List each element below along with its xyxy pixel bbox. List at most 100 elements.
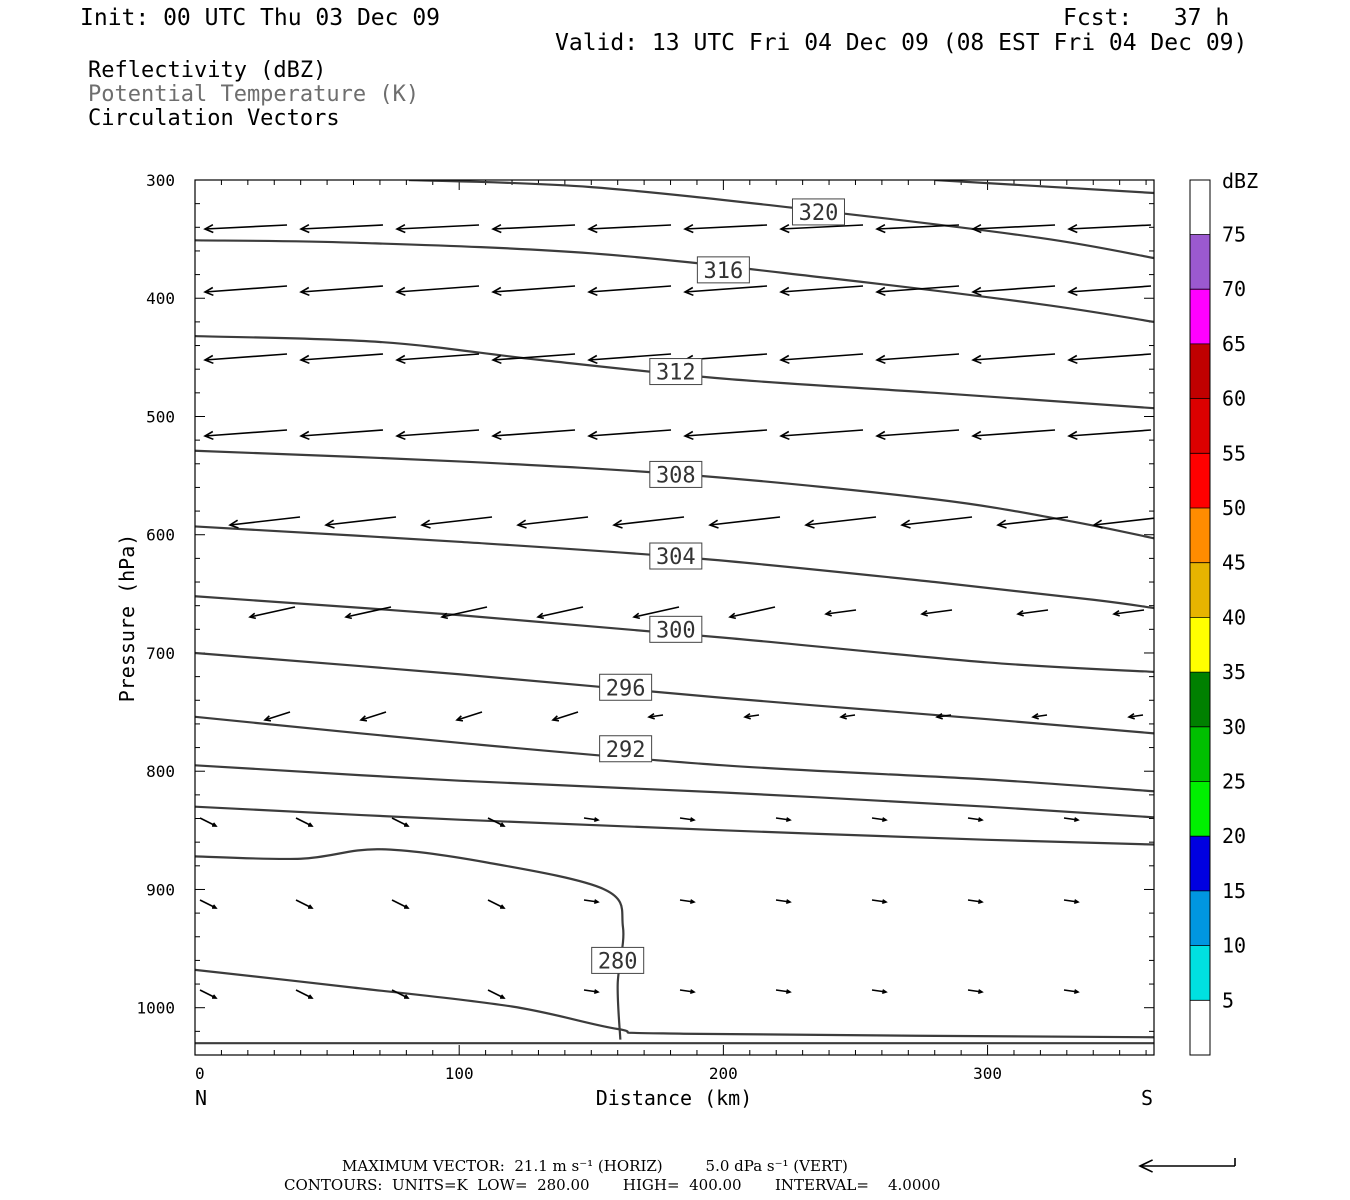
theta-contour [195, 239, 1154, 323]
contour-label-box [649, 460, 703, 488]
circulation-vector [487, 899, 506, 909]
circulation-vector [583, 899, 600, 904]
circulation-vector [875, 285, 960, 297]
colorbar-swatch [1190, 617, 1210, 673]
colorbar-swatch [1190, 453, 1210, 508]
y-tick-label: 800 [146, 762, 175, 781]
contour-label-box [649, 358, 703, 386]
theta-contour [195, 334, 1154, 410]
circulation-vector [1067, 285, 1152, 297]
colorbar-label: 40 [1222, 605, 1246, 629]
circulation-vector [536, 606, 584, 620]
colorbar-label: 70 [1222, 277, 1246, 301]
circulation-vector [875, 223, 960, 234]
circulation-vector [1031, 712, 1048, 720]
circulation-vector [1016, 609, 1049, 617]
circulation-vector [228, 516, 301, 529]
circulation-vector [203, 353, 288, 365]
colorbar-swatch [1190, 890, 1210, 946]
circulation-vector [1067, 429, 1152, 441]
x-tick-label: 200 [709, 1064, 738, 1083]
field-reflectivity: Reflectivity (dBZ) [88, 58, 327, 83]
circulation-vector [491, 285, 576, 297]
circulation-vector [743, 712, 760, 720]
circulation-vector [967, 899, 984, 904]
colorbar-label: 75 [1222, 223, 1246, 247]
colorbar-label: 60 [1222, 387, 1246, 411]
theta-contour [195, 848, 625, 1040]
circulation-vector [683, 223, 768, 234]
circulation-vector [1063, 989, 1080, 994]
circulation-vector [871, 989, 888, 994]
circulation-vector [971, 429, 1056, 441]
circulation-vector [708, 516, 781, 529]
y-axis-title: Pressure (hPa) [115, 534, 139, 703]
contour-label: 280 [598, 949, 638, 974]
contour-label: 308 [656, 463, 696, 488]
circulation-vector [491, 353, 576, 365]
y-tick-label: 700 [146, 644, 175, 663]
theta-contour [195, 764, 1154, 819]
circulation-vector [679, 899, 696, 904]
colorbar-label: 20 [1222, 824, 1246, 848]
circulation-vector [679, 989, 696, 994]
circulation-vector [324, 516, 397, 529]
circulation-vector [935, 712, 952, 720]
contour-label: 304 [656, 545, 696, 570]
x-tick-label: 0 [195, 1064, 205, 1083]
circulation-vector [587, 285, 672, 297]
circulation-vector [587, 429, 672, 441]
circulation-vector [395, 353, 480, 365]
circulation-vector [395, 429, 480, 441]
colorbar-swatch [1190, 781, 1210, 837]
colorbar-swatch [1190, 398, 1210, 454]
circulation-vector [420, 516, 493, 529]
circulation-vector [971, 285, 1056, 297]
colorbar-label: 15 [1222, 879, 1246, 903]
circulation-vector [199, 899, 218, 909]
circulation-vector [1127, 712, 1144, 720]
circulation-vector [775, 989, 792, 994]
circulation-vector [248, 606, 296, 620]
y-tick-label: 400 [146, 289, 175, 308]
circulation-vector [203, 223, 288, 234]
contour-label-box [791, 198, 845, 226]
circulation-vector [775, 817, 792, 822]
circulation-vector [491, 223, 576, 234]
circulation-vector [516, 516, 589, 529]
colorbar-swatch [1190, 836, 1210, 891]
field-potential-temperature: Potential Temperature (K) [88, 82, 420, 107]
y-tick-label: 900 [146, 880, 175, 899]
circulation-vector [263, 711, 291, 722]
contour-label: 312 [656, 361, 696, 386]
contour-label-box [599, 735, 653, 763]
circulation-vector [587, 223, 672, 234]
circulation-vector [875, 353, 960, 365]
colorbar-label: 50 [1222, 496, 1246, 520]
colorbar-swatch [1190, 562, 1210, 618]
circulation-vector [455, 711, 483, 722]
circulation-vector [871, 817, 888, 822]
theta-contour [934, 180, 1154, 195]
circulation-vector [967, 989, 984, 994]
circulation-vector [199, 817, 218, 827]
y-tick-label: 300 [146, 171, 175, 190]
contour-label: 316 [703, 259, 743, 284]
colorbar-label: 35 [1222, 660, 1246, 684]
circulation-vector [775, 899, 792, 904]
circulation-vector [920, 609, 953, 617]
circulation-vector [632, 606, 680, 620]
colorbar-label: 55 [1222, 441, 1246, 465]
theta-contour [408, 180, 1154, 260]
circulation-vector [1138, 1159, 1235, 1173]
circulation-vector [779, 223, 864, 234]
circulation-vector [551, 711, 579, 722]
theta-contour [195, 651, 1154, 735]
circulation-vector [1092, 517, 1154, 529]
circulation-vector [871, 899, 888, 904]
init-time: Init: 00 UTC Thu 03 Dec 09 [80, 5, 441, 31]
circulation-vector [1063, 817, 1080, 822]
circulation-vector [900, 516, 973, 529]
circulation-vector [1112, 609, 1145, 617]
